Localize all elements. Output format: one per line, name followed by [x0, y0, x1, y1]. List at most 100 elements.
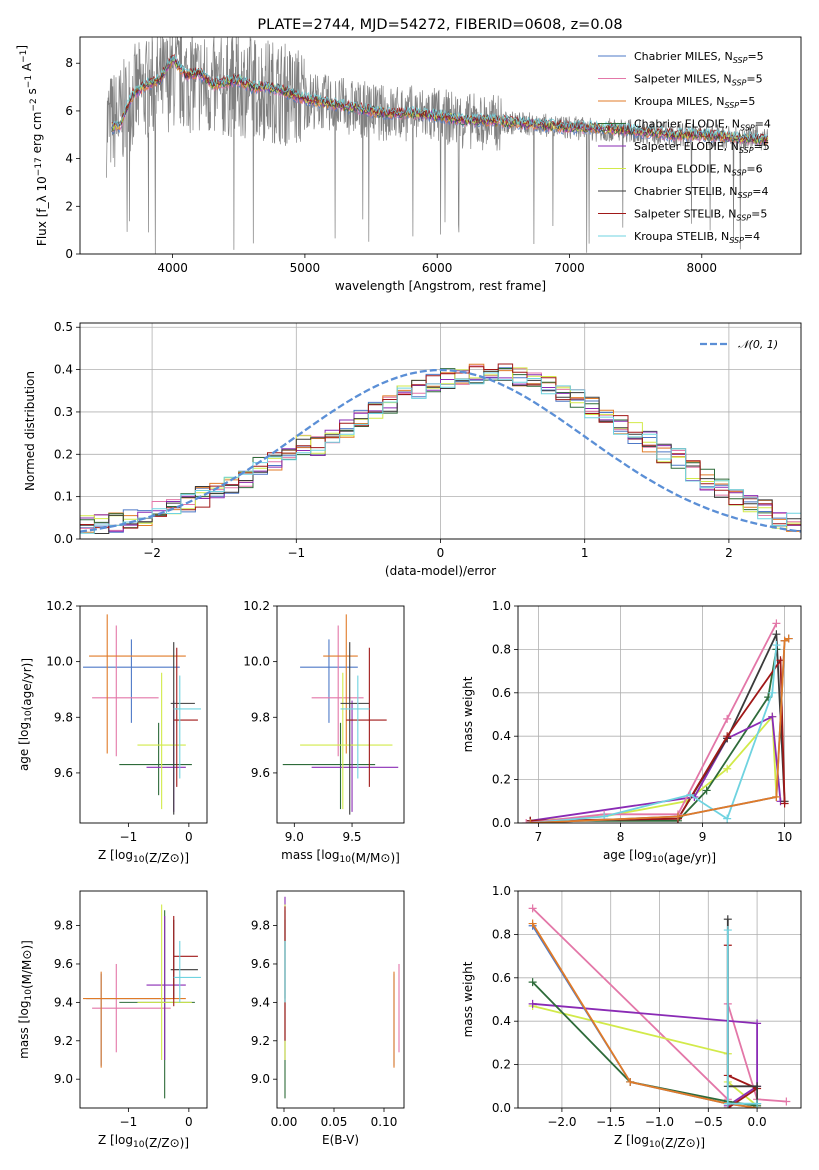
panel-1: 4000 5000 6000 7000 8000 0 2 4 6 8 wavelength [Ang… — [15, 36, 802, 293]
y-tick-label: 10.0 — [243, 655, 270, 669]
plot-area — [80, 363, 801, 534]
y-tick-label: 0.0 — [492, 1101, 511, 1115]
series-line-chabrier-stelib — [726, 919, 758, 1104]
y-tick-label: 0.6 — [492, 686, 511, 700]
series-point-kroupa-stelib — [723, 814, 732, 823]
series-point-kroupa-stelib — [723, 1099, 732, 1108]
panel-5: 7 8 9 10 0.0 0.2 0.4 0.6 0.8 1.0 age [log10(age/yr… — [461, 599, 802, 865]
y-axis-label: mass weight — [461, 961, 475, 1037]
series-point-salpeter-miles — [522, 819, 531, 823]
x-tick-label: 7000 — [554, 261, 585, 275]
series-line-chabrier-elodie — [530, 649, 778, 822]
y-tick-label: 0.2 — [492, 1058, 511, 1072]
y-tick-label: 0.6 — [492, 971, 511, 985]
x-tick-label: 0.05 — [321, 1115, 348, 1129]
series-point-kroupa-stelib — [772, 641, 781, 650]
y-tick-label: 9.4 — [251, 995, 270, 1009]
gaussian-curve — [80, 368, 801, 533]
errorbar-chabrier-stelib — [340, 642, 370, 815]
y-tick-label: 0.1 — [54, 490, 73, 504]
axes-frame — [79, 605, 208, 824]
panel-6: −1 0 9.0 9.2 9.4 9.6 9.8 Z [log10(Z/Z⊙)] mass [l… — [17, 890, 208, 1150]
x-tick-label: 1 — [581, 546, 589, 560]
series-point-kroupa-miles — [772, 792, 781, 801]
errorbar-kroupa-miles — [89, 614, 186, 754]
legend-label-kroupa-stelib: Kroupa STELIB, NSSP=4 — [634, 230, 760, 245]
errorbar-kroupa-miles — [83, 971, 186, 1068]
series-point-salpeter-miles — [772, 619, 781, 628]
series-point-salpeter-stelib — [723, 732, 732, 741]
series-point-chabrier-stelib — [753, 1082, 762, 1091]
series-line-chabrier-stelib — [530, 633, 786, 822]
series-point-salpeter-elodie — [528, 999, 537, 1008]
errorbar-chabrier-miles — [86, 973, 171, 1066]
y-axis-label: age [log10(age/yr)] — [17, 658, 34, 771]
series-point-kroupa-elodie — [723, 764, 732, 773]
errorbar-salpeter-miles — [92, 625, 159, 757]
series-point-kroupa-stelib — [686, 790, 695, 799]
plot-area — [83, 614, 201, 815]
series-line-chabrier-elodie — [531, 981, 758, 1107]
errorbar-chabrier-elodie — [119, 722, 192, 796]
legend-label-salpeter-miles: Salpeter MILES, NSSP=5 — [634, 73, 763, 88]
x-tick-label: 0.0 — [748, 1115, 767, 1129]
series-point-chabrier-stelib — [772, 630, 781, 639]
x-tick-label: −0.5 — [694, 1115, 723, 1129]
series-point-chabrier-elodie — [702, 786, 711, 795]
series-point-salpeter-miles — [782, 1097, 791, 1106]
series-point-kroupa-miles — [784, 634, 793, 643]
legend-label-chabrier-elodie: Chabrier ELODIE, NSSP=4 — [634, 118, 771, 133]
errorbar-salpeter-stelib — [173, 915, 198, 1007]
x-tick-label: 4000 — [157, 261, 188, 275]
series-line-kroupa-stelib — [530, 645, 778, 823]
series-point-kroupa-miles — [626, 1077, 635, 1086]
series-line-chabrier-miles — [530, 637, 790, 823]
y-tick-label: 0.5 — [54, 320, 73, 334]
x-tick-label: 0.00 — [271, 1115, 298, 1129]
y-tick-label: 0.0 — [492, 816, 511, 830]
plot-area — [106, 37, 769, 254]
series-point-kroupa-miles — [673, 812, 682, 821]
x-tick-label: 7 — [535, 830, 543, 844]
x-tick-label: 0 — [185, 830, 193, 844]
x-tick-label: −1 — [120, 1115, 138, 1129]
y-tick-label: 0.2 — [492, 773, 511, 787]
x-tick-label: −1 — [120, 830, 138, 844]
series-line-salpeter-elodie — [532, 1002, 758, 1107]
series-point-kroupa-miles — [528, 919, 537, 928]
series-line-salpeter-miles — [526, 622, 778, 823]
series-point-kroupa-miles — [526, 819, 535, 823]
x-axis-label: Z [log10(Z/Z⊙)] — [98, 848, 189, 865]
x-axis-label: mass [log10(M/M⊙)] — [281, 848, 400, 865]
y-tick-label: 1.0 — [492, 599, 511, 613]
model-spectrum-salpeter-stelib — [111, 53, 769, 143]
y-axis-label: mass weight — [461, 676, 475, 752]
series-line-kroupa-miles — [530, 637, 790, 823]
x-axis-label: Z [log10(Z/Z⊙)] — [614, 1133, 705, 1150]
y-tick-label: 10.0 — [46, 655, 73, 669]
y-tick-label: 2 — [65, 199, 73, 213]
panel-2: −2 −1 0 1 2 0.0 0.1 0.2 0.3 0.4 0.5 (data-model)/er… — [23, 320, 802, 578]
errorbar-chabrier-stelib — [170, 919, 198, 999]
errorbar-kroupa-stelib — [340, 675, 370, 779]
x-tick-label: 2 — [725, 546, 733, 560]
panel-3: −1 0 9.6 9.8 10.0 10.2 Z [log10(Z/Z⊙)] age [log… — [17, 599, 208, 865]
plot-area — [522, 619, 793, 823]
legend-label-kroupa-miles: Kroupa MILES, NSSP=5 — [634, 95, 755, 110]
x-tick-label: 8 — [617, 830, 625, 844]
series-point-kroupa-miles — [780, 636, 789, 645]
errorbar-salpeter-miles — [92, 963, 171, 1053]
x-tick-label: 5000 — [290, 261, 321, 275]
x-tick-label: −1.0 — [645, 1115, 674, 1129]
series-point-kroupa-stelib — [753, 1099, 762, 1108]
axes-frame — [79, 36, 802, 255]
series-point-salpeter-elodie — [753, 1019, 762, 1028]
series-line-salpeter-stelib — [530, 657, 786, 822]
x-axis-label: age [log10(age/yr)] — [603, 848, 716, 865]
errorbar-kroupa-miles — [323, 614, 358, 754]
x-tick-label: 9.5 — [342, 830, 361, 844]
y-tick-label: 0.4 — [492, 1014, 511, 1028]
y-tick-label: 0.4 — [492, 729, 511, 743]
axes-frame — [276, 605, 405, 824]
series-point-salpeter-miles — [528, 904, 537, 913]
